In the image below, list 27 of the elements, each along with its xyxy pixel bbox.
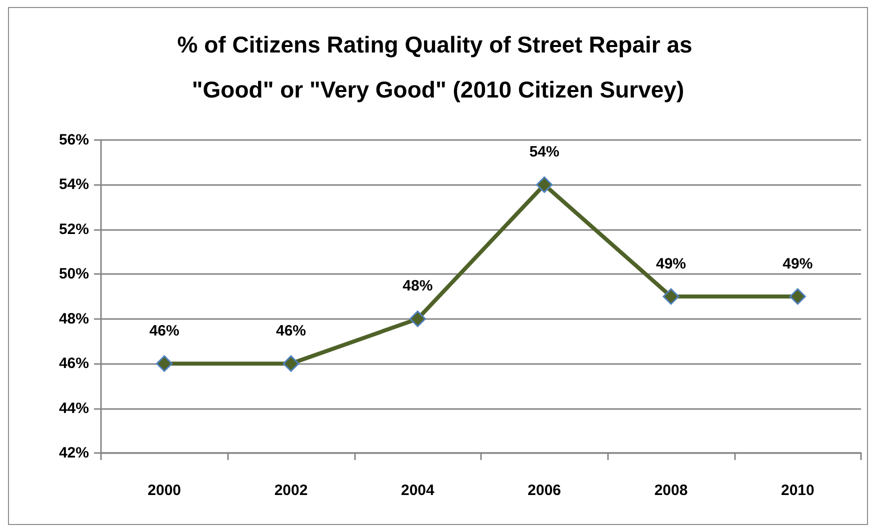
data-label: 49% <box>782 255 813 272</box>
y-tick-label: 44% <box>58 400 89 417</box>
chart-title: % of Citizens Rating Quality of Street Repair as "Good" or "Very Good" (2010 Citizen Survey) <box>177 32 699 102</box>
x-tick-label: 2010 <box>780 482 814 499</box>
point <box>789 288 806 305</box>
data-label: 54% <box>529 143 560 160</box>
y-tick-label: 46% <box>58 355 89 372</box>
data-label: 46% <box>149 322 180 340</box>
x-tick-label: 2006 <box>528 482 562 499</box>
data-label: 49% <box>656 255 686 272</box>
y-tick-label: 54% <box>58 176 89 194</box>
x-tick-label: 2000 <box>148 482 182 499</box>
point <box>409 310 426 328</box>
point <box>156 355 173 372</box>
point <box>282 355 300 372</box>
y-tick-label: 50% <box>58 266 89 283</box>
x-tick-label: 2002 <box>274 482 308 499</box>
point <box>662 288 680 305</box>
y-tick-label: 52% <box>58 220 89 238</box>
data-label: 48% <box>402 278 433 295</box>
x-tick-label: 2008 <box>654 482 688 499</box>
y-tick-label: 56% <box>58 132 89 148</box>
x-tick-label: 2004 <box>400 482 436 499</box>
point <box>536 176 553 193</box>
y-tick-label: 42% <box>58 444 89 462</box>
y-tick-label: 48% <box>58 310 89 328</box>
data-label: 46% <box>276 322 306 340</box>
